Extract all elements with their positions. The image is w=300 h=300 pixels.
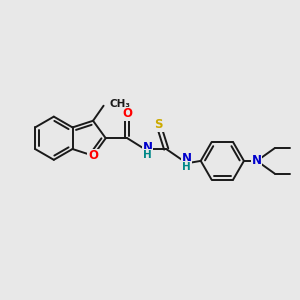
Text: O: O <box>88 149 98 162</box>
Text: N: N <box>142 141 153 154</box>
Text: H: H <box>182 162 191 172</box>
Text: H: H <box>143 150 152 160</box>
Text: N: N <box>182 152 191 165</box>
Text: CH₃: CH₃ <box>110 99 130 109</box>
Text: O: O <box>122 107 132 120</box>
Text: S: S <box>154 118 163 131</box>
Text: N: N <box>252 154 262 167</box>
